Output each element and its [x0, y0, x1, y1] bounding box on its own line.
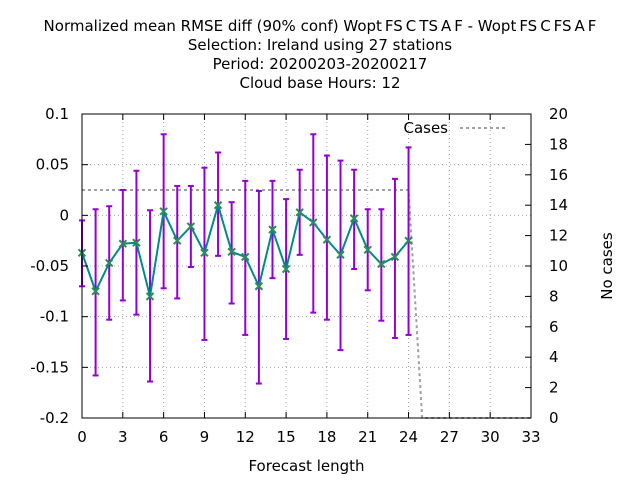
- title-line-1: Selection: Ireland using 27 stations: [188, 36, 452, 54]
- title-line-3: Cloud base Hours: 12: [240, 74, 401, 92]
- x-tick-label-4: 12: [236, 428, 255, 446]
- y2-tick-label-8: 16: [549, 166, 568, 184]
- x-tick-label-2: 6: [159, 428, 169, 446]
- errorbar-7: [174, 184, 181, 300]
- point-14: [268, 225, 277, 234]
- x-tick-label-9: 27: [440, 428, 459, 446]
- point-9: [200, 248, 209, 258]
- point-3: [118, 239, 128, 248]
- y-tick-label-0: 0.1: [45, 105, 69, 123]
- x-tick-label-6: 18: [317, 428, 336, 446]
- point-10: [213, 200, 223, 210]
- point-23: [390, 252, 400, 262]
- x-axis-label: Forecast length: [248, 457, 364, 475]
- point-2: [105, 258, 114, 268]
- point-19: [336, 250, 345, 260]
- y2-tick-label-5: 10: [549, 257, 568, 275]
- axis-ticks: 0 3 6 9 12 15 18 21 24 27 30 330.10.050-0.05-0.1-0.…: [30, 105, 568, 446]
- y2-tick-label-2: 4: [549, 348, 559, 366]
- point-4: [132, 238, 141, 247]
- point-17: [309, 218, 318, 227]
- y-tick-label-1: 0.05: [36, 156, 69, 174]
- errorbar-23: [391, 177, 398, 339]
- point-22: [377, 259, 386, 269]
- point-1: [91, 287, 100, 296]
- x-tick-label-10: 30: [481, 428, 500, 446]
- point-12: [241, 252, 250, 262]
- y2-axis-label: No cases: [598, 232, 616, 300]
- point-21: [363, 245, 372, 254]
- x-tick-label-0: 0: [77, 428, 87, 446]
- legend: Cases: [403, 119, 506, 137]
- point-5: [145, 292, 155, 301]
- y2-tick-label-7: 14: [549, 196, 568, 214]
- y2-tick-label-0: 0: [549, 409, 559, 427]
- y2-tick-label-10: 20: [549, 105, 568, 123]
- point-7: [173, 236, 182, 245]
- title-line-0: Normalized mean RMSE diff (90% conf) Wop…: [44, 17, 597, 35]
- title-line-2: Period: 20200203-20200217: [213, 55, 428, 73]
- legend-label-cases: Cases: [403, 119, 448, 137]
- x-tick-label-7: 21: [358, 428, 377, 446]
- y2-tick-label-6: 12: [549, 227, 568, 245]
- mean-points: [77, 200, 413, 301]
- x-tick-label-3: 9: [200, 428, 210, 446]
- y-tick-label-4: -0.1: [40, 308, 69, 326]
- point-6: [159, 207, 168, 216]
- y2-tick-label-3: 6: [549, 318, 559, 336]
- errorbar-series: [79, 133, 412, 385]
- x-tick-label-11: 33: [521, 428, 540, 446]
- y-tick-label-5: -0.15: [30, 358, 69, 376]
- y-tick-label-6: -0.2: [40, 409, 69, 427]
- point-16: [295, 208, 304, 217]
- point-24: [404, 236, 413, 245]
- x-tick-label-8: 24: [399, 428, 418, 446]
- y2-tick-label-9: 18: [549, 135, 568, 153]
- point-18: [322, 235, 332, 244]
- point-15: [281, 264, 291, 274]
- x-tick-label-1: 3: [118, 428, 128, 446]
- x-tick-label-5: 15: [277, 428, 296, 446]
- chart-title: Normalized mean RMSE diff (90% conf) Wop…: [44, 17, 597, 92]
- y-tick-label-2: 0: [59, 206, 69, 224]
- y2-tick-label-4: 8: [549, 287, 559, 305]
- point-8: [186, 222, 196, 231]
- y2-tick-label-1: 2: [549, 379, 559, 397]
- y-tick-label-3: -0.05: [30, 257, 69, 275]
- errorbar-18: [323, 154, 330, 321]
- point-11: [227, 247, 236, 257]
- point-13: [254, 282, 264, 291]
- point-20: [349, 214, 359, 223]
